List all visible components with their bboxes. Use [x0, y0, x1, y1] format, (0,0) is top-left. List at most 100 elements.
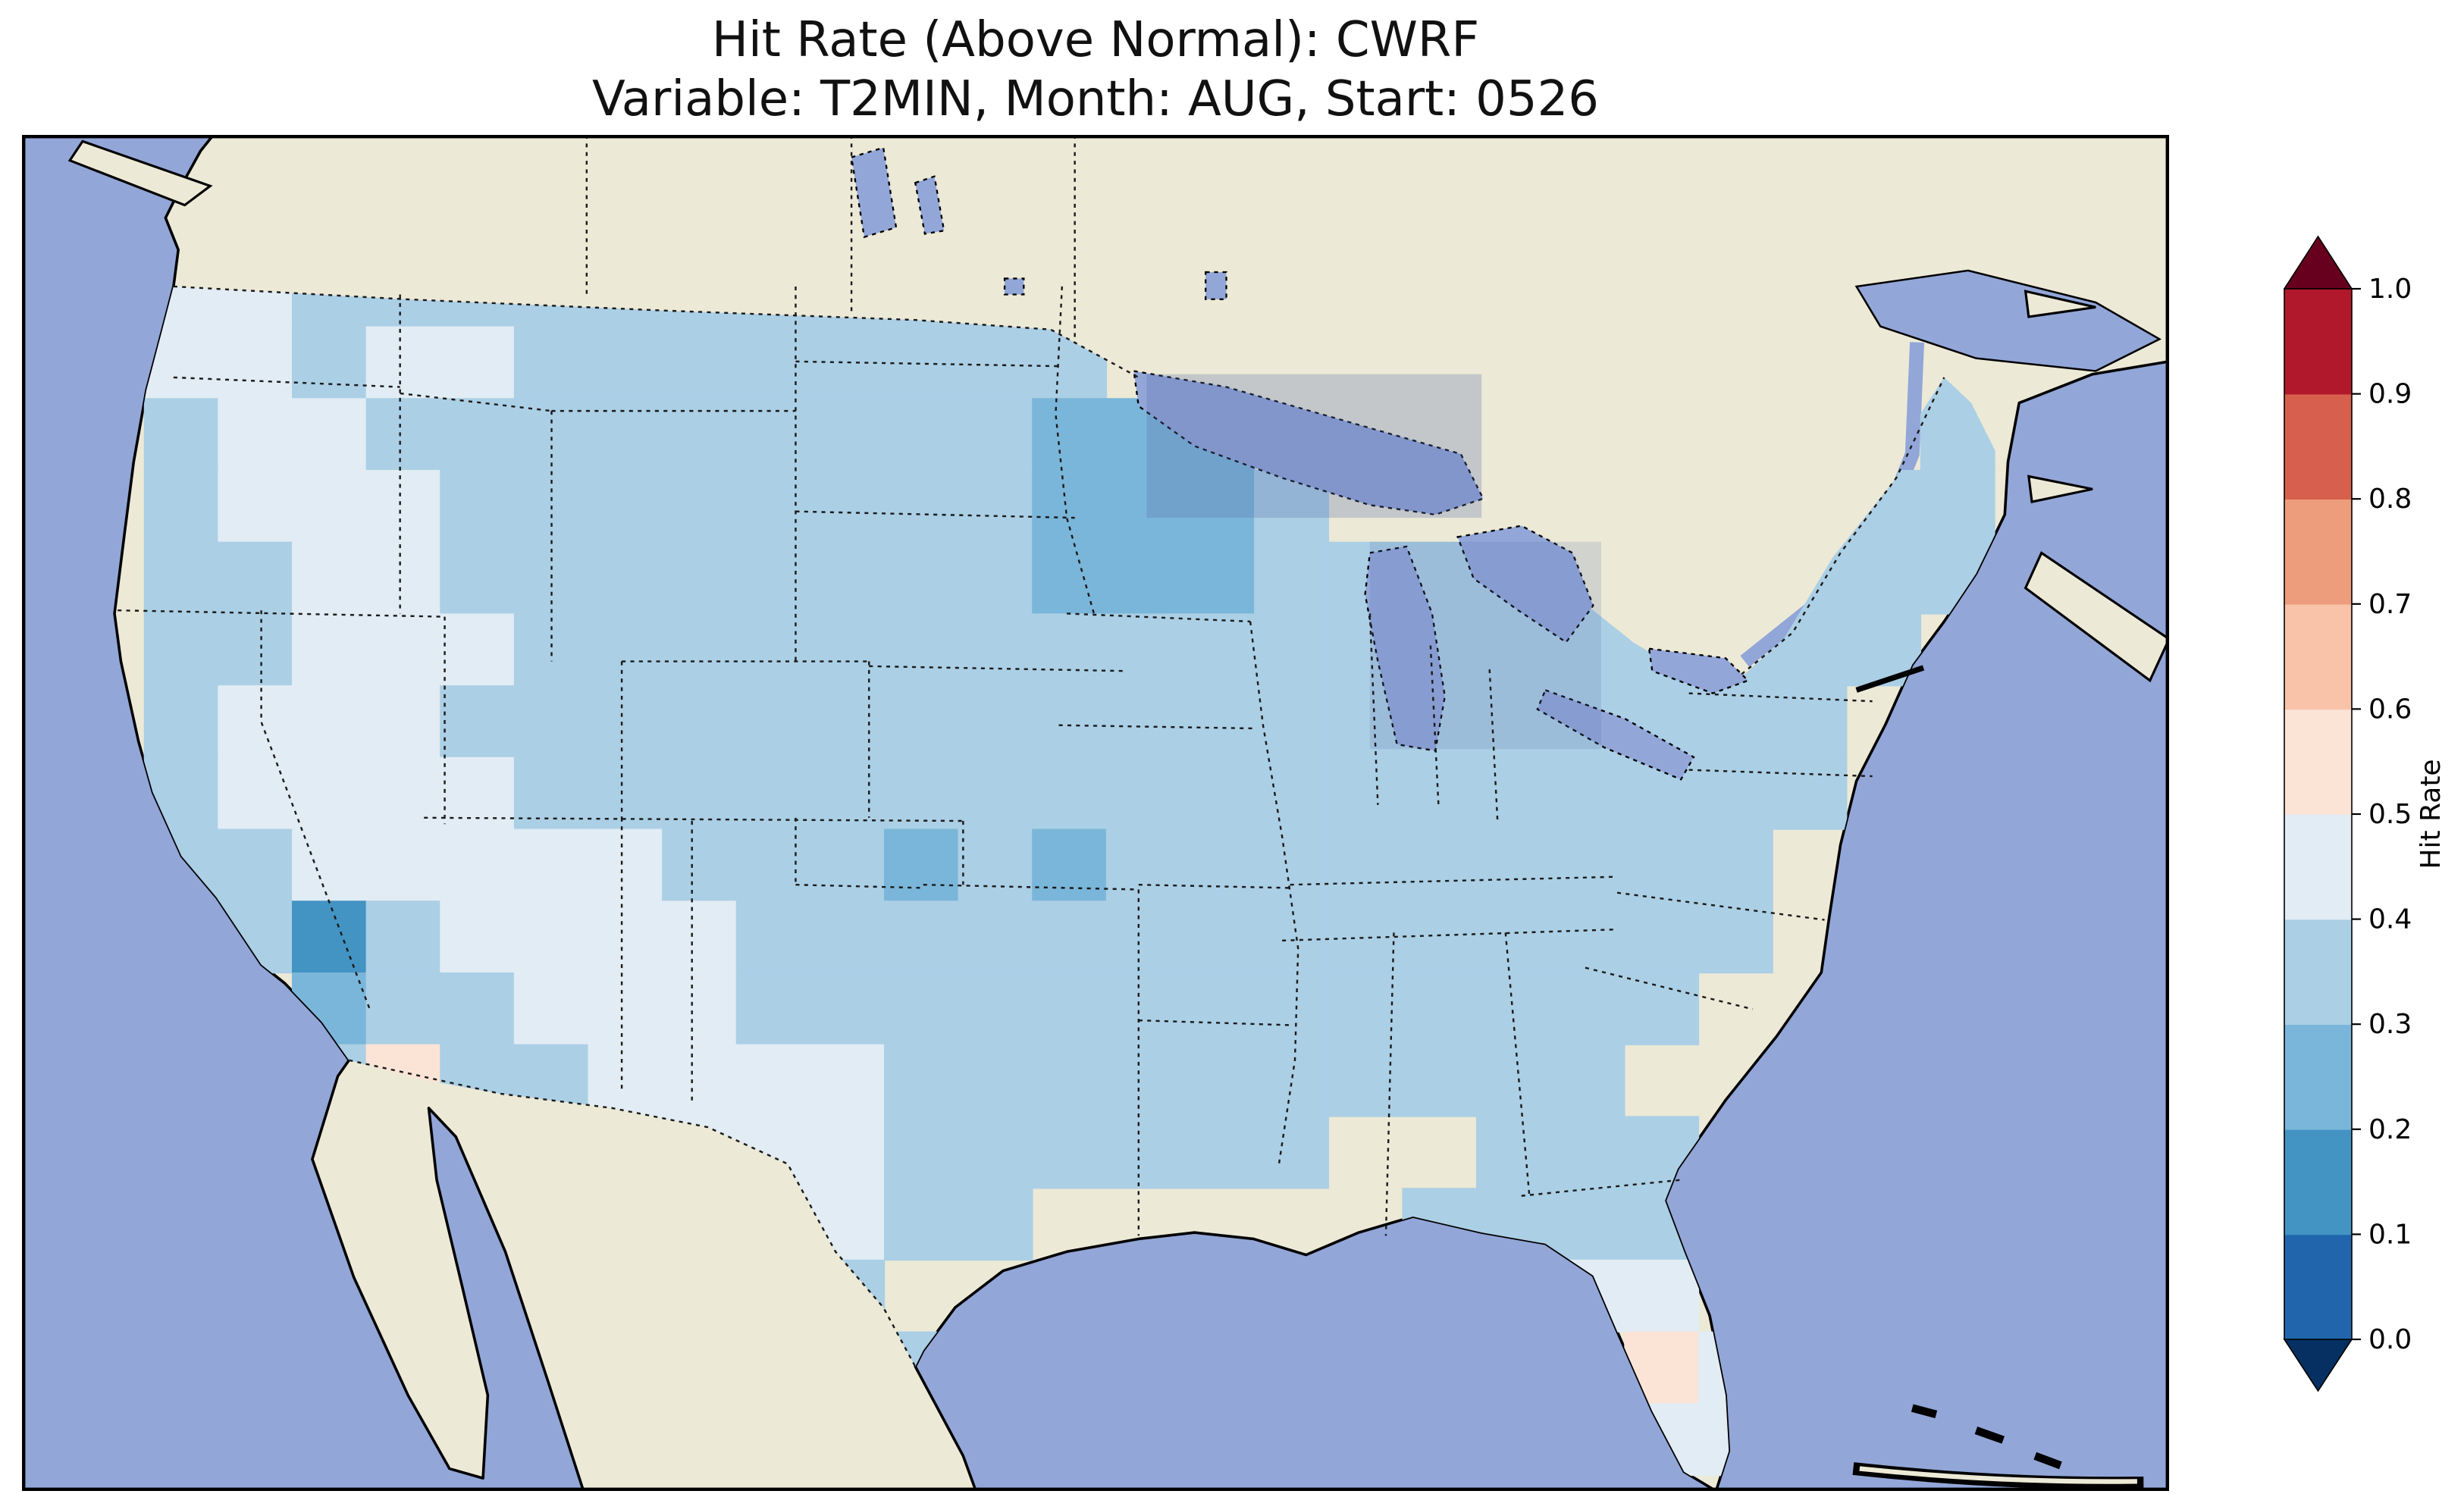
colorbar-segment [2284, 919, 2352, 1025]
map-cell [143, 469, 219, 543]
map-cell [735, 613, 811, 687]
map-cell [1476, 756, 1551, 830]
map-cell [513, 685, 589, 759]
map-cell [218, 613, 293, 687]
map-cell [958, 1188, 1033, 1261]
map-cell [662, 469, 738, 543]
map-cell [1180, 1044, 1256, 1117]
map-cell [1846, 541, 1922, 615]
map-cell [1254, 613, 1330, 687]
colorbar-tick-label: 0.9 [2368, 379, 2412, 410]
map-cell [884, 613, 959, 687]
map-cell [588, 828, 663, 902]
colorbar: 1.0 0.9 0.8 0.7 0.6 0.5 0.4 0.3 0.2 0.1 0.0 Hit Ra… [2283, 235, 2447, 1392]
map-cell [365, 900, 441, 974]
map-cell [1402, 972, 1478, 1045]
map-cell [735, 541, 811, 615]
lake-nipigon [1205, 271, 1227, 300]
map-cell [365, 398, 441, 471]
cuba [1859, 1466, 2137, 1484]
map-cell [1476, 1044, 1551, 1117]
map-cell [365, 972, 441, 1045]
map-cell [1328, 756, 1403, 830]
map-cell [884, 685, 959, 759]
colorbar-arrow-over [2283, 235, 2353, 290]
map-cell [1105, 972, 1181, 1045]
map-cell [291, 613, 367, 687]
map-cell [440, 541, 516, 615]
map-cell [1105, 828, 1181, 902]
map-cell [218, 756, 293, 830]
map-cell [1550, 1188, 1625, 1261]
colorbar-segment [2284, 814, 2352, 920]
map-cell [662, 1044, 738, 1117]
map-cell [588, 469, 663, 543]
map-cell [513, 613, 589, 687]
colorbar-label: Hit Rate [2415, 759, 2447, 869]
map-cell [365, 756, 441, 830]
map-cell [1180, 756, 1256, 830]
map-cell [1032, 613, 1108, 687]
map-cell [1254, 972, 1330, 1045]
map-cell [1105, 1116, 1181, 1189]
map-cell [513, 326, 589, 399]
map-cell [365, 469, 441, 543]
colorbar-segment [2284, 709, 2352, 815]
map-cell [440, 613, 516, 687]
map-cell [588, 972, 663, 1045]
map-cell [884, 1044, 959, 1117]
map-cell [958, 541, 1033, 615]
map-cell [513, 398, 589, 471]
colorbar-segment [2284, 289, 2352, 395]
map-cell [588, 900, 663, 974]
vancouver-island [67, 139, 213, 207]
colorbar-panel: 1.0 0.9 0.8 0.7 0.6 0.5 0.4 0.3 0.2 0.1 0.0 Hit Ra… [2274, 227, 2464, 1440]
map-cell [884, 326, 959, 399]
map-cell [1180, 541, 1256, 615]
map-cell [1698, 828, 1773, 902]
map-cell [1180, 828, 1256, 902]
map-cell [735, 828, 811, 902]
islands [67, 139, 2169, 683]
map-cell [735, 469, 811, 543]
colorbar-tick-label: 1.0 [2368, 274, 2412, 305]
colorbar-tick-label: 0.1 [2368, 1219, 2412, 1250]
map-cell [440, 398, 516, 471]
map-cell [365, 613, 441, 687]
long-island [1855, 665, 1925, 693]
map-cell [1550, 1044, 1625, 1117]
map-cell [513, 972, 589, 1045]
map-cell [1402, 756, 1478, 830]
map-cell [1254, 541, 1330, 615]
map-cell [1254, 900, 1330, 974]
lake-ontario [1647, 647, 1750, 694]
map-cell [291, 326, 367, 399]
map-cell [810, 1116, 886, 1189]
map-cell [1032, 685, 1108, 759]
lake-of-the-woods [1003, 277, 1025, 296]
map-cell [440, 828, 516, 902]
map-cell [291, 828, 367, 902]
map-cell [884, 1116, 959, 1189]
map-cell [958, 1116, 1033, 1189]
map-cell [958, 900, 1033, 974]
map-cell [588, 398, 663, 471]
map-cell [1402, 1044, 1478, 1117]
map-cell [810, 613, 886, 687]
map-cell [810, 398, 886, 471]
map-cell [588, 326, 663, 399]
map-cell [1032, 972, 1108, 1045]
map-cell [291, 541, 367, 615]
gulf-of-st-lawrence [1854, 269, 2162, 372]
map-cell [1476, 1116, 1551, 1189]
map-cell [1032, 1116, 1108, 1189]
map-cell [1254, 756, 1330, 830]
colorbar-tick-label: 0.0 [2368, 1324, 2412, 1355]
lake-winnipeg [850, 146, 898, 239]
map-cell [218, 326, 293, 399]
map-cell [662, 398, 738, 471]
map-cell [440, 900, 516, 974]
map-cell [1624, 828, 1700, 902]
map-cell [143, 541, 219, 615]
